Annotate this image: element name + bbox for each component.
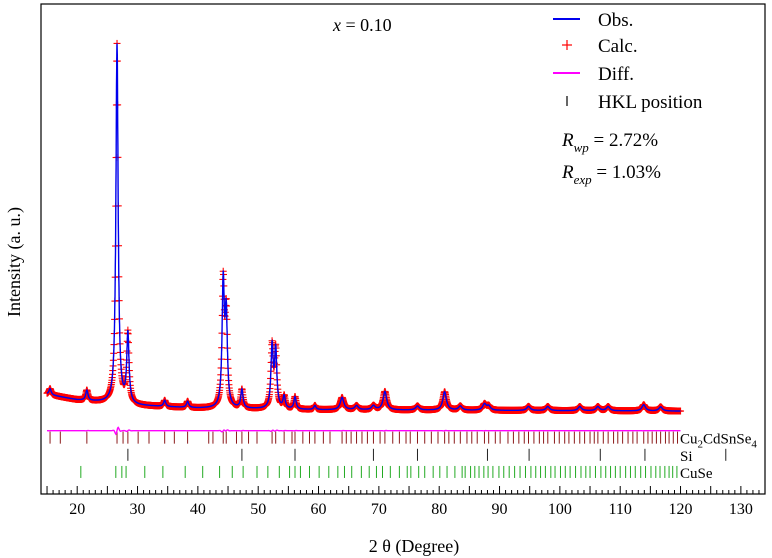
x-tick-label: 100 xyxy=(548,501,572,518)
calc-layer xyxy=(43,39,685,415)
plot-frame xyxy=(40,3,766,495)
hkl-label-si: Si xyxy=(680,449,693,465)
composition-annotation: x = 0.10 xyxy=(332,15,392,35)
diff-layer xyxy=(47,426,681,436)
legend-hkl-label: HKL position xyxy=(598,92,703,113)
axes: 20 30 40 50 60 70 80 90 100 110 120 130 xyxy=(40,3,766,518)
x-tick-label: 110 xyxy=(608,501,631,518)
legend-diff-label: Diff. xyxy=(598,64,634,85)
hkl-row-cu2cdsnse4: Cu2CdSnSe4 xyxy=(49,431,757,451)
legend-calc-swatch xyxy=(562,40,572,50)
hkl-row-si: Si xyxy=(127,448,727,465)
obs-series-line xyxy=(46,43,681,412)
x-tick-label: 60 xyxy=(311,501,327,518)
rwp-stat: Rwp = 2.72% xyxy=(561,130,658,155)
x-tick-label: 30 xyxy=(130,501,146,518)
legend-obs-label: Obs. xyxy=(598,10,633,31)
x-tick-label: 40 xyxy=(190,501,206,518)
legend: Obs. Calc. Diff. HKL position xyxy=(553,10,703,113)
x-axis-label: 2 θ (Degree) xyxy=(369,536,460,557)
x-tick-label: 90 xyxy=(492,501,508,518)
x-tick-label: 50 xyxy=(250,501,266,518)
hkl-label-cu2cdsnse4: Cu2CdSnSe4 xyxy=(680,432,757,451)
y-axis-label: Intensity (a. u.) xyxy=(4,207,25,317)
x-tick-label: 20 xyxy=(69,501,85,518)
x-tick-label: 120 xyxy=(669,501,693,518)
x-tick-label: 80 xyxy=(431,501,447,518)
rexp-stat: Rexp = 1.03% xyxy=(561,162,661,187)
x-tick-label: 130 xyxy=(729,501,753,518)
legend-calc-label: Calc. xyxy=(598,36,638,57)
hkl-row-cuse: CuSe xyxy=(80,465,713,482)
diff-series-line xyxy=(47,426,681,436)
obs-layer xyxy=(46,43,681,412)
hkl-label-cuse: CuSe xyxy=(680,466,713,482)
x-tick-label: 70 xyxy=(371,501,387,518)
